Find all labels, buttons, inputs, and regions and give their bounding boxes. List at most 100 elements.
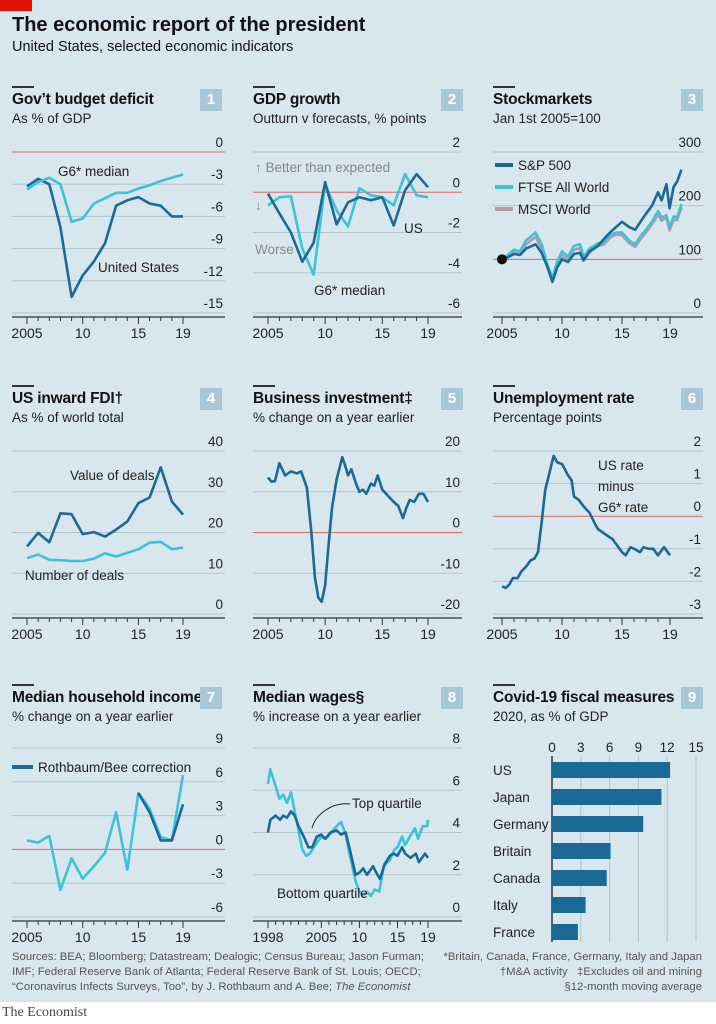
series-line-g6-median: [267, 172, 429, 277]
panel-subtitle: % change on a year earlier: [12, 709, 174, 724]
y-tick-label: -20: [440, 597, 460, 612]
sources-italic: The Economist: [335, 981, 411, 993]
y-tick-label: 1: [693, 467, 701, 482]
y-tick-label: -3: [689, 597, 701, 612]
panel-rule: [253, 385, 275, 387]
x-tick-label: 19: [662, 626, 678, 642]
series-line-top-quartile: [266, 810, 430, 881]
panel-subtitle: Jan 1st 2005=100: [493, 111, 601, 126]
panel-rule: [253, 684, 275, 686]
x-tick-label: 19: [175, 626, 191, 642]
y-tick-label: 4: [452, 816, 460, 831]
annotation-label: Number of deals: [25, 568, 124, 583]
y-tick-label: 10: [445, 475, 460, 490]
panel-number-badge: 1: [200, 89, 222, 111]
y-tick-label: -9: [211, 232, 223, 247]
category-label: Canada: [493, 871, 541, 886]
y-tick-label: -1: [689, 532, 701, 547]
y-tick-label: -6: [211, 900, 223, 915]
panel-subtitle: As % of GDP: [12, 111, 92, 126]
legend-label: FTSE All World: [518, 180, 609, 195]
category-label: Britain: [493, 844, 531, 859]
annotation-label: Value of deals: [70, 468, 155, 483]
y-tick-label: 2: [693, 434, 701, 449]
bar-italy: [552, 897, 586, 913]
series-line-ftse-all-world: [501, 203, 683, 280]
panel-title: Gov’t budget deficit: [12, 91, 154, 108]
legend-label: S&P 500: [518, 158, 571, 173]
annotation-label: G6* median: [314, 283, 385, 298]
y-tick-label: -15: [203, 296, 223, 311]
start-marker: [497, 254, 507, 265]
page-subtitle: United States, selected economic indicat…: [12, 39, 294, 55]
y-tick-label: 3: [215, 799, 223, 814]
y-tick-label: 200: [678, 189, 701, 204]
x-tick-label: 2005: [11, 325, 42, 341]
y-tick-label: 100: [678, 242, 701, 257]
x-tick-label: 15: [614, 325, 630, 341]
y-tick-label: -3: [211, 167, 223, 182]
panel-title: Business investment‡: [253, 390, 413, 407]
y-tick-label: 20: [208, 516, 223, 531]
bar-britain: [552, 843, 611, 859]
panel-rule: [493, 684, 515, 686]
panel-subtitle: % increase on a year earlier: [253, 709, 422, 724]
panel-number-badge: 7: [200, 687, 222, 709]
y-tick-label: 6: [215, 765, 223, 780]
bar-japan: [552, 789, 662, 805]
sources-line: IMF; Federal Reserve Bank of Atlanta; Fe…: [12, 966, 421, 978]
panel-number-badge: 6: [681, 388, 703, 410]
x-tick-label: 3: [577, 740, 585, 755]
x-tick-label: 2005: [252, 325, 283, 341]
annotation-label: ↓: [255, 198, 262, 213]
y-tick-label: 9: [215, 731, 223, 746]
panel-title: Unemployment rate: [493, 390, 635, 407]
x-tick-label: 19: [420, 626, 436, 642]
x-tick-label: 10: [554, 626, 570, 642]
y-tick-label: 0: [693, 499, 701, 514]
sources-line: “Coronavirus Infects Surveys, Too”, by J…: [12, 980, 424, 995]
category-label: US: [493, 763, 512, 778]
category-label: Germany: [493, 817, 549, 832]
series-line-number-of-deals: [26, 540, 184, 563]
y-tick-label: -6: [448, 296, 460, 311]
annotation-label: US rate: [598, 458, 644, 473]
annotation-label: Bottom quartile: [277, 886, 368, 901]
footnote: *Britain, Canada, France, Germany, Italy…: [443, 951, 703, 963]
x-tick-label: 15: [374, 325, 390, 341]
x-tick-label: 15: [131, 929, 147, 945]
panel-title: Covid-19 fiscal measures: [493, 689, 675, 706]
series-line-us: [266, 172, 429, 264]
panel-title: Median household income: [12, 689, 203, 706]
x-tick-label: 2005: [11, 929, 42, 945]
y-tick-label: -4: [448, 256, 460, 271]
x-tick-label: 10: [75, 626, 91, 642]
bar-us: [552, 762, 671, 778]
panel-subtitle: As % of world total: [12, 410, 124, 425]
x-tick-label: 2005: [486, 325, 517, 341]
panel-rule: [12, 684, 34, 686]
x-tick-label: 1998: [252, 929, 283, 945]
legend-label: MSCI World: [518, 202, 591, 217]
panel-title: Stockmarkets: [493, 91, 593, 108]
annotation-label: Worse: [255, 242, 294, 257]
panel-subtitle: % change on a year earlier: [253, 410, 415, 425]
panel-number-badge: 5: [441, 388, 463, 410]
annotation-label: United States: [98, 260, 179, 275]
y-tick-label: -2: [448, 216, 460, 231]
series-line-g6-median: [26, 173, 184, 224]
category-label: Italy: [493, 898, 518, 913]
series-line-s-p-500: [501, 169, 683, 284]
footnote: §12-month moving average: [564, 981, 702, 993]
annotation-arrow: [311, 803, 351, 829]
x-tick-label: 10: [554, 325, 570, 341]
series-line-bottom-quartile: [266, 767, 430, 898]
sources-text: “Coronavirus Infects Surveys, Too”, by J…: [12, 981, 336, 993]
panel-title: GDP growth: [253, 91, 341, 108]
bar-france: [552, 924, 578, 940]
y-tick-label: -2: [689, 564, 701, 579]
panel-rule: [493, 86, 515, 88]
x-tick-label: 10: [352, 929, 368, 945]
panel-number-badge: 2: [441, 89, 463, 111]
